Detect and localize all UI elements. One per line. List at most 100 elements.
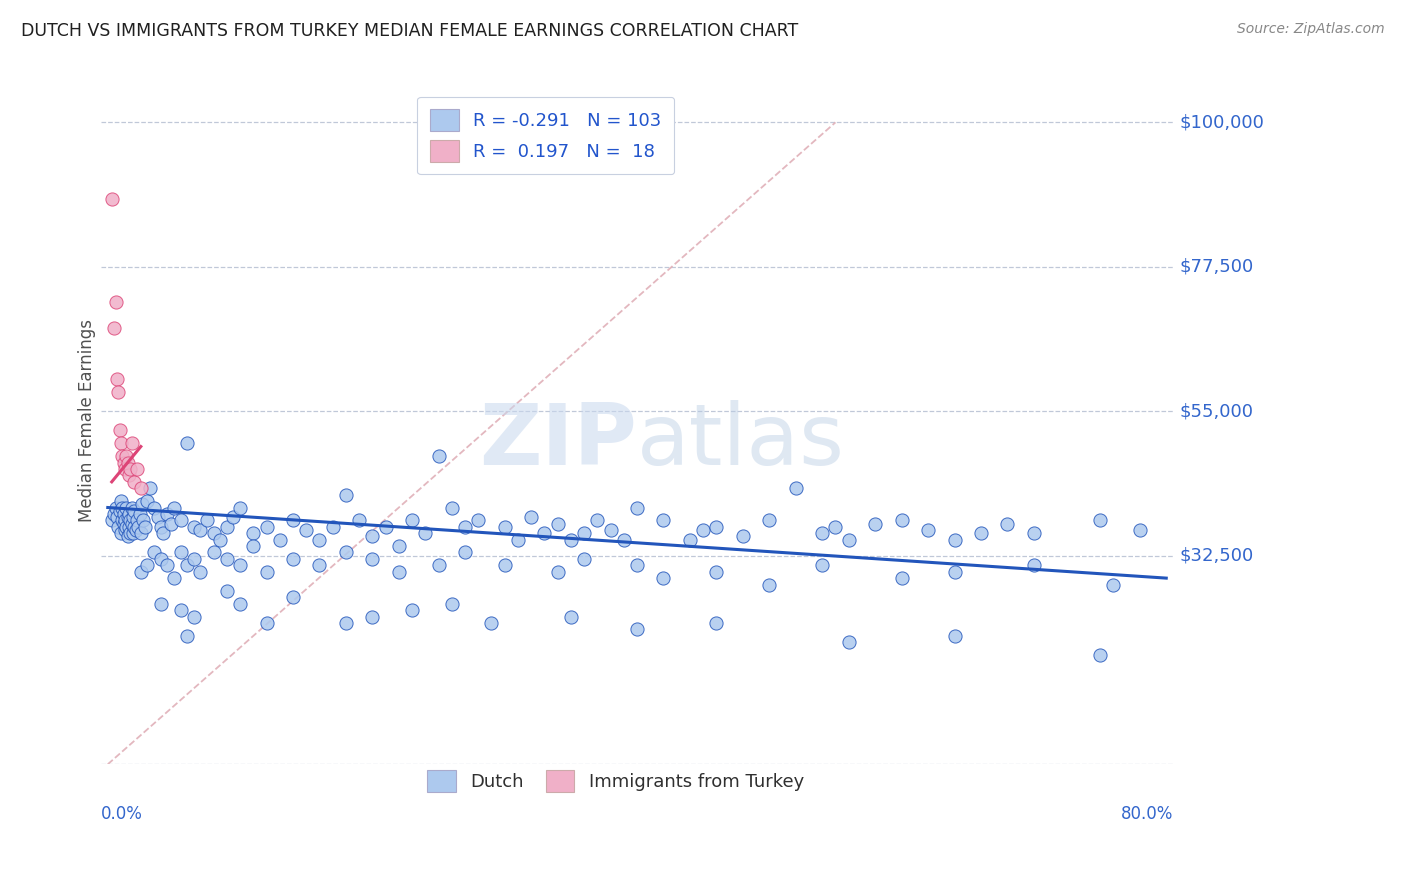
Point [572,552,595,566]
Point [560,533,582,547]
Point [943,629,966,643]
Point [118,507,141,521]
Point [281,591,304,605]
Point [440,500,463,515]
Text: 80.0%: 80.0% [1121,805,1173,823]
Point [415,526,437,541]
Point [120,526,142,541]
Text: $100,000: $100,000 [1180,113,1264,131]
Point [454,520,477,534]
Point [143,500,166,515]
Point [692,523,714,537]
Point [117,510,139,524]
Point [572,526,595,541]
Point [467,513,489,527]
Point [374,520,396,534]
Text: 0.0%: 0.0% [101,805,143,823]
Point [100,193,122,207]
Point [706,520,728,534]
Point [890,571,912,585]
Text: $77,500: $77,500 [1180,258,1254,276]
Point [103,320,125,334]
Point [121,500,143,515]
Point [118,520,141,534]
Point [114,513,136,527]
Point [215,584,238,599]
Point [104,500,127,515]
Point [121,436,143,450]
Point [183,609,205,624]
Point [626,558,648,573]
Point [202,545,225,559]
Point [1022,526,1045,541]
Point [125,462,148,476]
Point [917,523,939,537]
Point [242,539,264,553]
Point [361,609,384,624]
Point [209,533,232,547]
Point [105,372,128,386]
Point [706,615,728,630]
Point [1129,523,1152,537]
Point [1102,577,1125,591]
Point [100,513,122,527]
Point [547,565,569,579]
Point [626,623,648,637]
Point [122,475,145,489]
Point [110,436,132,450]
Point [112,516,135,531]
Point [163,571,186,585]
Point [163,500,186,515]
Point [758,577,780,591]
Point [824,520,846,534]
Point [111,500,134,515]
Point [120,462,142,476]
Point [108,424,131,438]
Point [149,552,172,566]
Point [863,516,886,531]
Point [114,523,136,537]
Point [811,558,834,573]
Point [520,510,543,524]
Point [117,456,139,470]
Text: atlas: atlas [637,400,845,483]
Y-axis label: Median Female Earnings: Median Female Earnings [79,319,96,523]
Point [427,558,450,573]
Point [108,504,131,518]
Point [149,520,172,534]
Point [427,449,450,463]
Point [613,533,636,547]
Legend: Dutch, Immigrants from Turkey: Dutch, Immigrants from Turkey [416,760,815,804]
Point [599,523,621,537]
Point [943,533,966,547]
Point [129,481,152,495]
Point [121,516,143,531]
Point [156,558,179,573]
Point [117,529,139,543]
Point [335,615,357,630]
Point [146,510,169,524]
Point [626,500,648,515]
Point [229,500,252,515]
Point [120,513,142,527]
Point [122,520,145,534]
Point [269,533,291,547]
Point [652,571,675,585]
Text: DUTCH VS IMMIGRANTS FROM TURKEY MEDIAN FEMALE EARNINGS CORRELATION CHART: DUTCH VS IMMIGRANTS FROM TURKEY MEDIAN F… [21,22,799,40]
Point [401,513,423,527]
Point [107,520,129,534]
Point [183,552,205,566]
Point [112,507,135,521]
Point [322,520,344,534]
Point [156,507,179,521]
Point [401,603,423,617]
Point [152,526,174,541]
Point [105,510,128,524]
Text: $55,000: $55,000 [1180,402,1254,420]
Point [115,520,138,534]
Point [125,513,148,527]
Point [190,523,212,537]
Point [1088,513,1111,527]
Point [347,513,370,527]
Point [335,488,357,502]
